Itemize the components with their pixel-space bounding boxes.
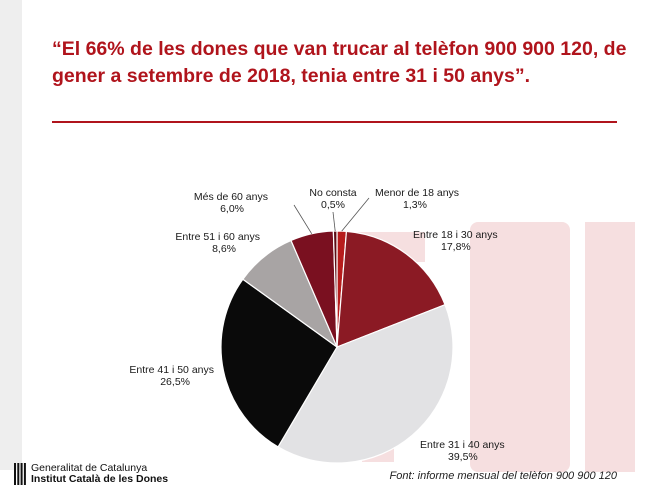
slice-labels: Menor de 18 anys 1,3% Entre 18 i 30 anys 17… [129,187,504,463]
slice-label: Entre 41 i 50 anys 26,5% [129,364,214,388]
slice-label: No consta 0,5% [309,187,356,211]
leader-lines [293,197,370,234]
leader-line [293,204,313,234]
org-name: Generalitat de Catalunya [31,462,148,474]
slice-label: Entre 51 i 60 anys 8,6% [175,231,260,255]
pie-slice [220,278,338,448]
source-note: Font: informe mensual del telèfon 900 90… [389,470,617,482]
slice-label: Entre 18 i 30 anys 17,8% [413,229,498,253]
slide-title: “El 66% de les dones que van trucar al t… [52,38,627,87]
pie-slices [220,230,454,464]
leader-line [341,197,370,232]
pie-slice [332,230,338,348]
institute-name: Institut Català de les Dones [31,473,169,485]
footer-logo: Generalitat de Catalunya Institut Català… [14,463,168,485]
leader-line [332,211,336,232]
slice-label: Menor de 18 anys 1,3% [375,187,459,211]
title-divider [52,121,617,123]
slice-label: Més de 60 anys 6,0% [194,191,268,215]
pie-slice [277,303,454,464]
generalitat-logo-icon [14,463,26,485]
slice-label: Entre 31 i 40 anys 39,5% [420,439,505,463]
pie-slice [336,230,446,348]
